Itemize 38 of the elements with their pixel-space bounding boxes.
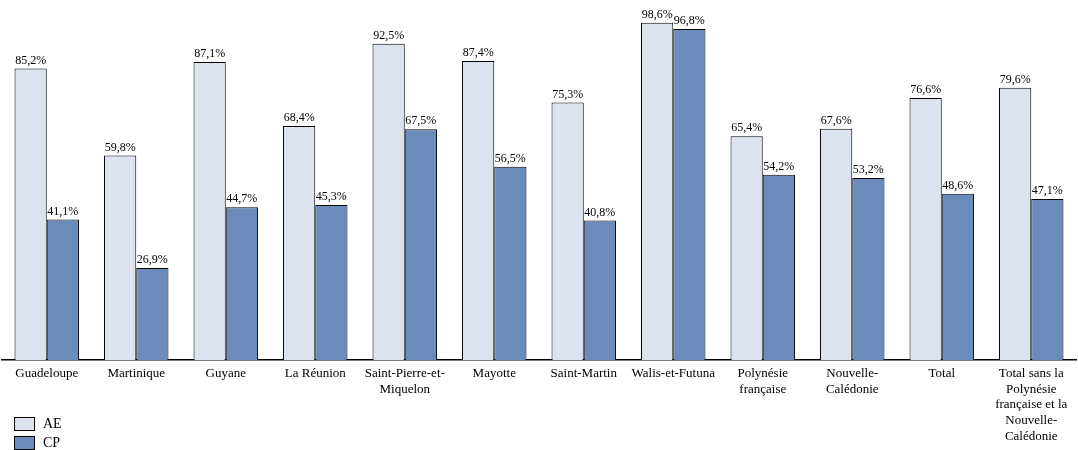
- x-tick-label: Nouvelle-Calédonie: [825, 365, 879, 396]
- data-label: 68,4%: [283, 110, 315, 125]
- data-label: 96,8%: [673, 13, 705, 28]
- data-label: 67,5%: [405, 113, 437, 128]
- x-tick-label: Mayotte: [472, 365, 517, 381]
- data-label: 41,1%: [47, 203, 79, 218]
- x-tick-label: La Réunion: [284, 365, 347, 381]
- data-label: 59,8%: [104, 139, 136, 154]
- x-tick-label: Total: [928, 365, 956, 381]
- x-tick-label: Saint-Martin: [550, 365, 618, 381]
- data-label: 44,7%: [226, 191, 258, 206]
- data-label: 67,6%: [820, 112, 852, 127]
- x-tick-label: Saint-Pierre-et-Miquelon: [364, 365, 445, 396]
- data-label: 87,4%: [462, 45, 494, 60]
- data-label: 85,2%: [15, 52, 47, 67]
- data-label: 75,3%: [552, 86, 584, 101]
- x-tick-label: Polynésie française: [737, 365, 789, 396]
- data-label: 45,3%: [315, 189, 347, 204]
- legend-label: CP: [43, 434, 61, 450]
- data-label: 79,6%: [999, 71, 1031, 86]
- data-label: 40,8%: [584, 204, 616, 219]
- data-label: 65,4%: [731, 120, 763, 135]
- data-label: 54,2%: [763, 158, 795, 173]
- data-label: 26,9%: [136, 252, 168, 267]
- data-label: 47,1%: [1031, 183, 1063, 198]
- x-tick-label: Total sans la Polynésie française et la Nouvelle-Calédonie: [995, 365, 1068, 443]
- data-label: 92,5%: [373, 27, 405, 42]
- data-label: 53,2%: [852, 162, 884, 177]
- data-label: 76,6%: [910, 82, 942, 97]
- data-label: 87,1%: [194, 46, 226, 61]
- data-label: 48,6%: [942, 177, 974, 192]
- data-label: 98,6%: [641, 6, 673, 21]
- legend-label: AE: [43, 415, 62, 432]
- x-tick-label: Guyane: [205, 365, 247, 381]
- x-tick-label: Walis-et-Futuna: [631, 365, 716, 381]
- x-tick-label: Martinique: [107, 365, 166, 381]
- x-tick-label: Guadeloupe: [15, 365, 79, 381]
- data-label: 56,5%: [494, 150, 526, 165]
